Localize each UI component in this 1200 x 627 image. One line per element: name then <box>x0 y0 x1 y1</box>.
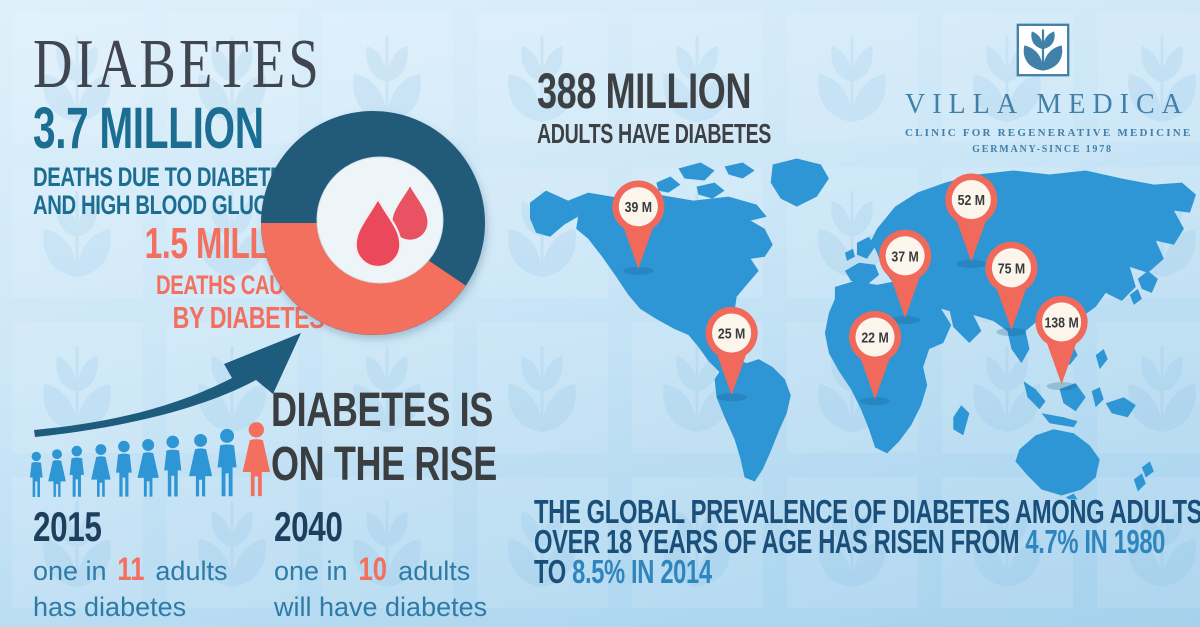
stat-2015: 2015 one in 11 adults has diabetes <box>33 506 227 622</box>
map-pin-north-america: 39 M <box>612 180 665 275</box>
pin-label: 138 M <box>1044 314 1078 330</box>
deaths-donut-chart <box>261 111 485 335</box>
pictogram-man <box>69 445 84 497</box>
pictogram-woman <box>188 433 213 497</box>
pictogram-woman-highlighted <box>242 422 271 497</box>
deaths-total-stat: 3.7 MILLION DEATHS DUE TO DIABETES AND H… <box>33 100 402 219</box>
prevalence-line-1: THE GLOBAL PREVALENCE OF DIABETES AMONG … <box>534 493 1200 530</box>
prevalence-line-3-highlight: 8.5% IN 2014 <box>572 553 712 590</box>
blood-drops-icon <box>354 186 428 269</box>
stat-2040-year: 2040 <box>274 503 343 550</box>
pin-label: 52 M <box>958 192 985 208</box>
deaths-total-label-1: DEATHS DUE TO DIABETES <box>33 162 297 192</box>
pictogram-man <box>29 451 43 497</box>
pictogram-man <box>116 440 132 497</box>
prevalence-statement: THE GLOBAL PREVALENCE OF DIABETES AMONG … <box>534 493 1200 590</box>
pin-label: 75 M <box>998 260 1025 276</box>
stat-2015-line2: has diabetes <box>33 591 187 622</box>
rise-heading: DIABETES IS ON THE RISE <box>271 384 572 492</box>
stat-2015-number: 11 <box>117 551 145 587</box>
pin-label: 39 M <box>625 199 652 215</box>
stat-2040-suffix: adults <box>390 556 471 586</box>
title-text: DIABETES <box>33 26 322 103</box>
rise-line-1: DIABETES IS <box>271 384 493 437</box>
map-pin-middle-east: 37 M <box>879 229 932 324</box>
pictogram-woman <box>137 439 159 497</box>
stat-2040-number: 10 <box>358 551 388 587</box>
pin-label: 25 M <box>718 325 745 341</box>
headline-stat: 388 MILLION ADULTS HAVE DIABETES <box>537 66 871 148</box>
deaths-total-value: 3.7 MILLION <box>33 96 264 161</box>
map-pin-europe-russia: 52 M <box>945 173 998 268</box>
adults-pictogram-row <box>29 422 271 497</box>
pictogram-woman <box>48 449 66 497</box>
pin-label: 37 M <box>891 248 918 264</box>
world-map: 39 M 25 M 52 M 37 M <box>530 158 1196 500</box>
villa-medica-logo: VILLA MEDICA CLINIC FOR REGENERATIVE MED… <box>905 22 1193 155</box>
logo-name: VILLA MEDICA <box>905 89 1189 120</box>
map-pin-africa: 22 M <box>848 310 902 406</box>
leaf-logo-icon <box>1016 23 1069 77</box>
pictogram-woman <box>91 444 111 497</box>
rise-line-2: ON THE RISE <box>271 438 497 491</box>
deaths-direct-label-2: BY DIABETES <box>172 300 324 335</box>
stat-2015-suffix: adults <box>147 556 228 586</box>
headline-value: 388 MILLION <box>537 63 752 119</box>
prevalence-line-2-plain: OVER 18 YEARS OF AGE HAS RISEN FROM <box>534 523 1026 560</box>
stat-2015-year: 2015 <box>33 503 102 550</box>
logo-tagline: GERMANY-SINCE 1978 <box>972 144 1113 155</box>
map-pin-south-america: 25 M <box>705 306 758 402</box>
map-pin-western-pacific: 138 M <box>1035 295 1088 391</box>
stat-2040-line2: will have diabetes <box>274 591 488 622</box>
stat-2040: 2040 one in 10 adults will have diabetes <box>274 506 487 622</box>
page-title: DIABETES <box>33 30 403 100</box>
map-pin-south-asia: 75 M <box>985 241 1038 337</box>
logo-subtitle: CLINIC FOR REGENERATIVE MEDICINE <box>905 127 1193 139</box>
stat-2040-prefix: one in <box>274 556 356 586</box>
pin-label: 22 M <box>861 329 888 345</box>
prevalence-line-2-highlight: 4.7% IN 1980 <box>1025 523 1166 560</box>
prevalence-line-3-plain: TO <box>534 553 573 590</box>
pictogram-man <box>217 428 237 497</box>
headline-label: ADULTS HAVE DIABETES <box>537 118 772 149</box>
pictogram-man <box>164 435 182 497</box>
stat-2015-prefix: one in <box>33 556 115 586</box>
